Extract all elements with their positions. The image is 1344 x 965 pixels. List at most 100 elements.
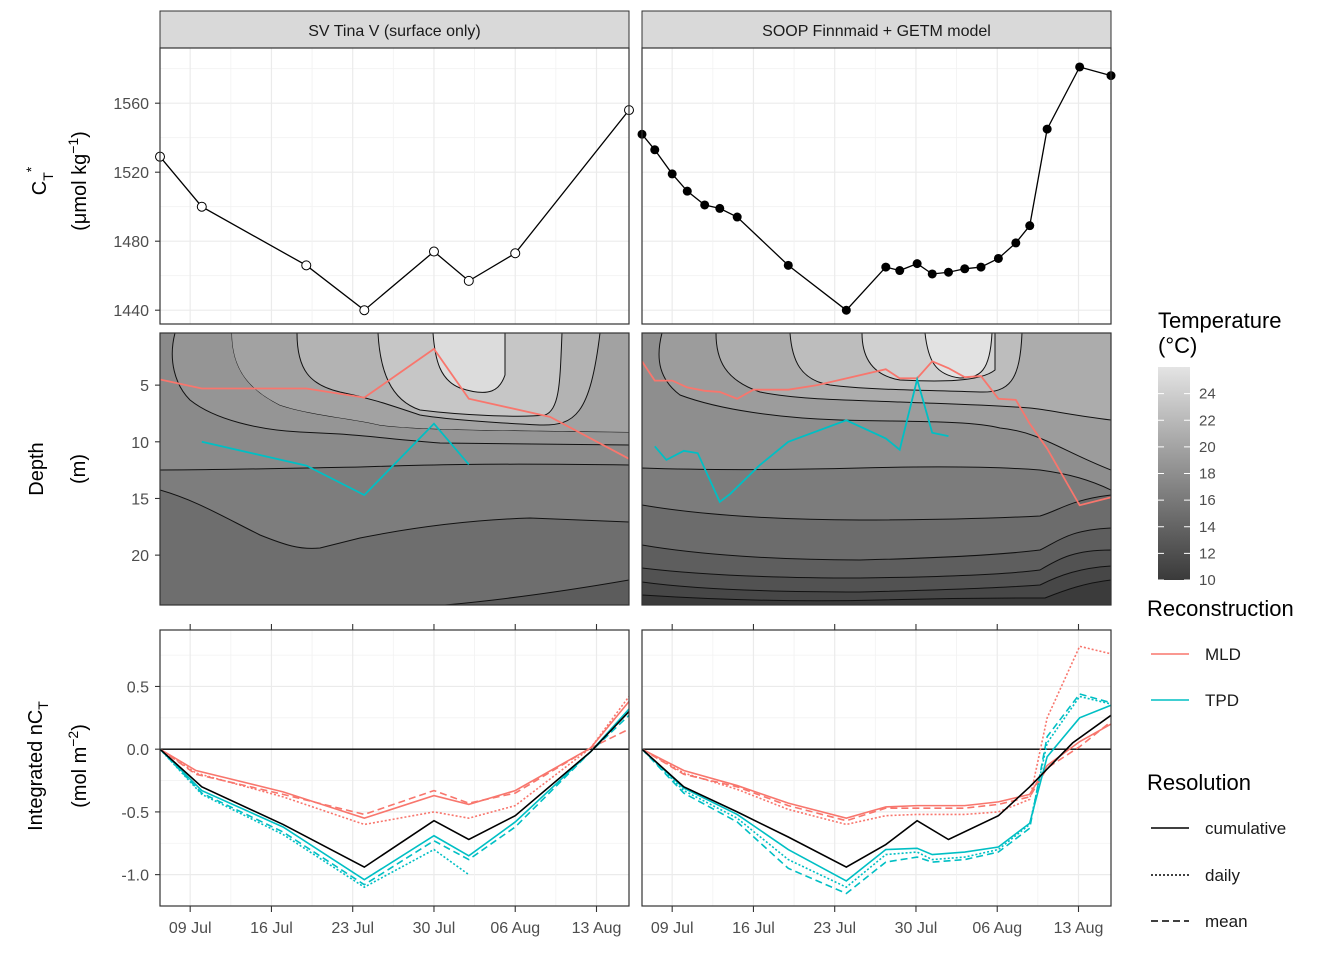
nct-line-total-cumulative (641, 714, 1112, 869)
y-tick-label: 10 (131, 435, 149, 452)
y-tick-label: 0.5 (127, 679, 149, 696)
nct-line-mld-mean (641, 720, 1112, 822)
depth-axis-title-line2: (m) (68, 454, 90, 484)
ct-data-point (700, 200, 710, 210)
y-tick-label: 0.0 (127, 742, 149, 759)
y-tick-label: 1440 (113, 303, 149, 320)
temperature-contours-left (160, 333, 629, 605)
ct-data-point (682, 186, 692, 196)
panel-background (160, 48, 629, 324)
x-tick-label: 06 Aug (972, 920, 1022, 937)
ct-data-point (650, 145, 660, 155)
ct-data-point (667, 169, 677, 179)
ct-data-point (993, 253, 1003, 263)
x-tick-label: 16 Jul (250, 920, 293, 937)
ct-series-line (159, 109, 630, 312)
panel-borders (159, 47, 1112, 907)
ct-axis-title-line1: CT* (23, 166, 56, 195)
nct-line-tpd-daily (641, 695, 1112, 889)
colorbar-tick-label: 10 (1199, 572, 1216, 589)
legend-label-daily: daily (1205, 866, 1240, 885)
ct-data-point (976, 262, 986, 272)
depth-axis-title-line1: Depth (26, 442, 48, 495)
strip-label-left: SV Tina V (surface only) (308, 23, 481, 40)
nct-line-tpd-daily (159, 748, 470, 889)
nct-line-mld-daily (641, 645, 1112, 826)
legend-resolution: Resolution cumulative daily mean (1147, 770, 1286, 931)
ct-data-point (783, 260, 793, 270)
ct-data-point (841, 305, 851, 315)
axes: 14401480152015605101520-1.0-0.50.00.509 … (113, 96, 1103, 937)
panel-background (642, 48, 1111, 324)
depth-line-tpd (654, 375, 949, 504)
x-tick-label: 06 Aug (490, 920, 540, 937)
panel-background (642, 630, 1111, 906)
temperature-contours-right (642, 333, 1111, 605)
x-tick-label: 09 Jul (651, 920, 694, 937)
colorbar-tick-label: 12 (1199, 545, 1216, 562)
y-tick-label: -1.0 (121, 868, 149, 885)
legend-resolution-title: Resolution (1147, 770, 1251, 795)
colorbar-tick-label: 16 (1199, 492, 1216, 509)
nct-axis-title-line2: (mol m−2) (65, 724, 91, 808)
ct-data-point (881, 262, 891, 272)
legend-label-mld: MLD (1205, 645, 1241, 664)
y-tick-label: 1480 (113, 234, 149, 251)
depth-line-tpd (201, 422, 470, 497)
colorbar-ticks: 10 12 14 16 18 20 22 24 (1158, 386, 1216, 589)
colorbar-tick-label: 14 (1199, 519, 1216, 536)
ct-data-point (912, 259, 922, 269)
legend-temperature-title: Temperature (1158, 308, 1282, 333)
x-tick-label: 13 Aug (572, 920, 622, 937)
panel-border (641, 629, 1112, 907)
x-tick-label: 30 Jul (413, 920, 456, 937)
legend-reconstruction: Reconstruction MLD TPD (1147, 596, 1294, 710)
ct-data-point (960, 264, 970, 274)
colorbar-tick-label: 20 (1199, 439, 1216, 456)
nct-line-tpd-cumulative (641, 704, 1112, 882)
ct-data-point (732, 212, 742, 222)
ct-data-point (428, 246, 439, 257)
panel-border (159, 332, 630, 606)
x-tick-label: 23 Jul (331, 920, 374, 937)
ct-data-point (1025, 221, 1035, 231)
strip-label-right: SOOP Finnmaid + GETM model (762, 23, 991, 40)
ct-data-point (301, 260, 312, 271)
nct-line-total-cumulative (159, 710, 630, 869)
legend-temperature-unit: (°C) (1158, 333, 1197, 358)
legend-label-tpd: TPD (1205, 691, 1239, 710)
ct-data-point (463, 275, 474, 286)
facet-strips: SV Tina V (surface only) SOOP Finnmaid +… (159, 10, 1112, 49)
nct-axis-title-line1: Integrated nCT (25, 701, 51, 831)
nct-line-tpd-mean (159, 714, 630, 886)
colorbar-tick-label: 22 (1199, 412, 1216, 429)
ct-axis-title-line2: (μmol kg−1) (65, 131, 91, 231)
y-tick-label: -0.5 (121, 805, 149, 822)
panel-border (641, 332, 1112, 606)
ct-data-point (196, 201, 207, 212)
panel-border (159, 629, 630, 907)
depth-line-mld (160, 347, 629, 460)
nct-line-tpd-mean (641, 693, 1112, 895)
data-marks (155, 62, 1116, 895)
ct-data-point (1011, 238, 1021, 248)
y-tick-label: 20 (131, 548, 149, 565)
legend-label-mean: mean (1205, 912, 1248, 931)
x-tick-label: 30 Jul (895, 920, 938, 937)
ct-data-point (943, 267, 953, 277)
ct-data-point (715, 203, 725, 213)
y-tick-label: 15 (131, 491, 149, 508)
panel-border (159, 47, 630, 325)
ct-data-point (510, 248, 521, 259)
depth-line-mld (642, 360, 1111, 507)
ct-data-point (359, 305, 370, 316)
nct-line-mld-mean (159, 728, 630, 816)
y-tick-label: 1520 (113, 165, 149, 182)
ct-series-line (641, 66, 1112, 312)
y-tick-label: 1560 (113, 96, 149, 113)
panel-background (160, 630, 629, 906)
x-tick-label: 13 Aug (1054, 920, 1104, 937)
nct-line-tpd-cumulative (159, 708, 630, 881)
y-tick-label: 5 (140, 378, 149, 395)
ct-data-point (1075, 62, 1085, 72)
